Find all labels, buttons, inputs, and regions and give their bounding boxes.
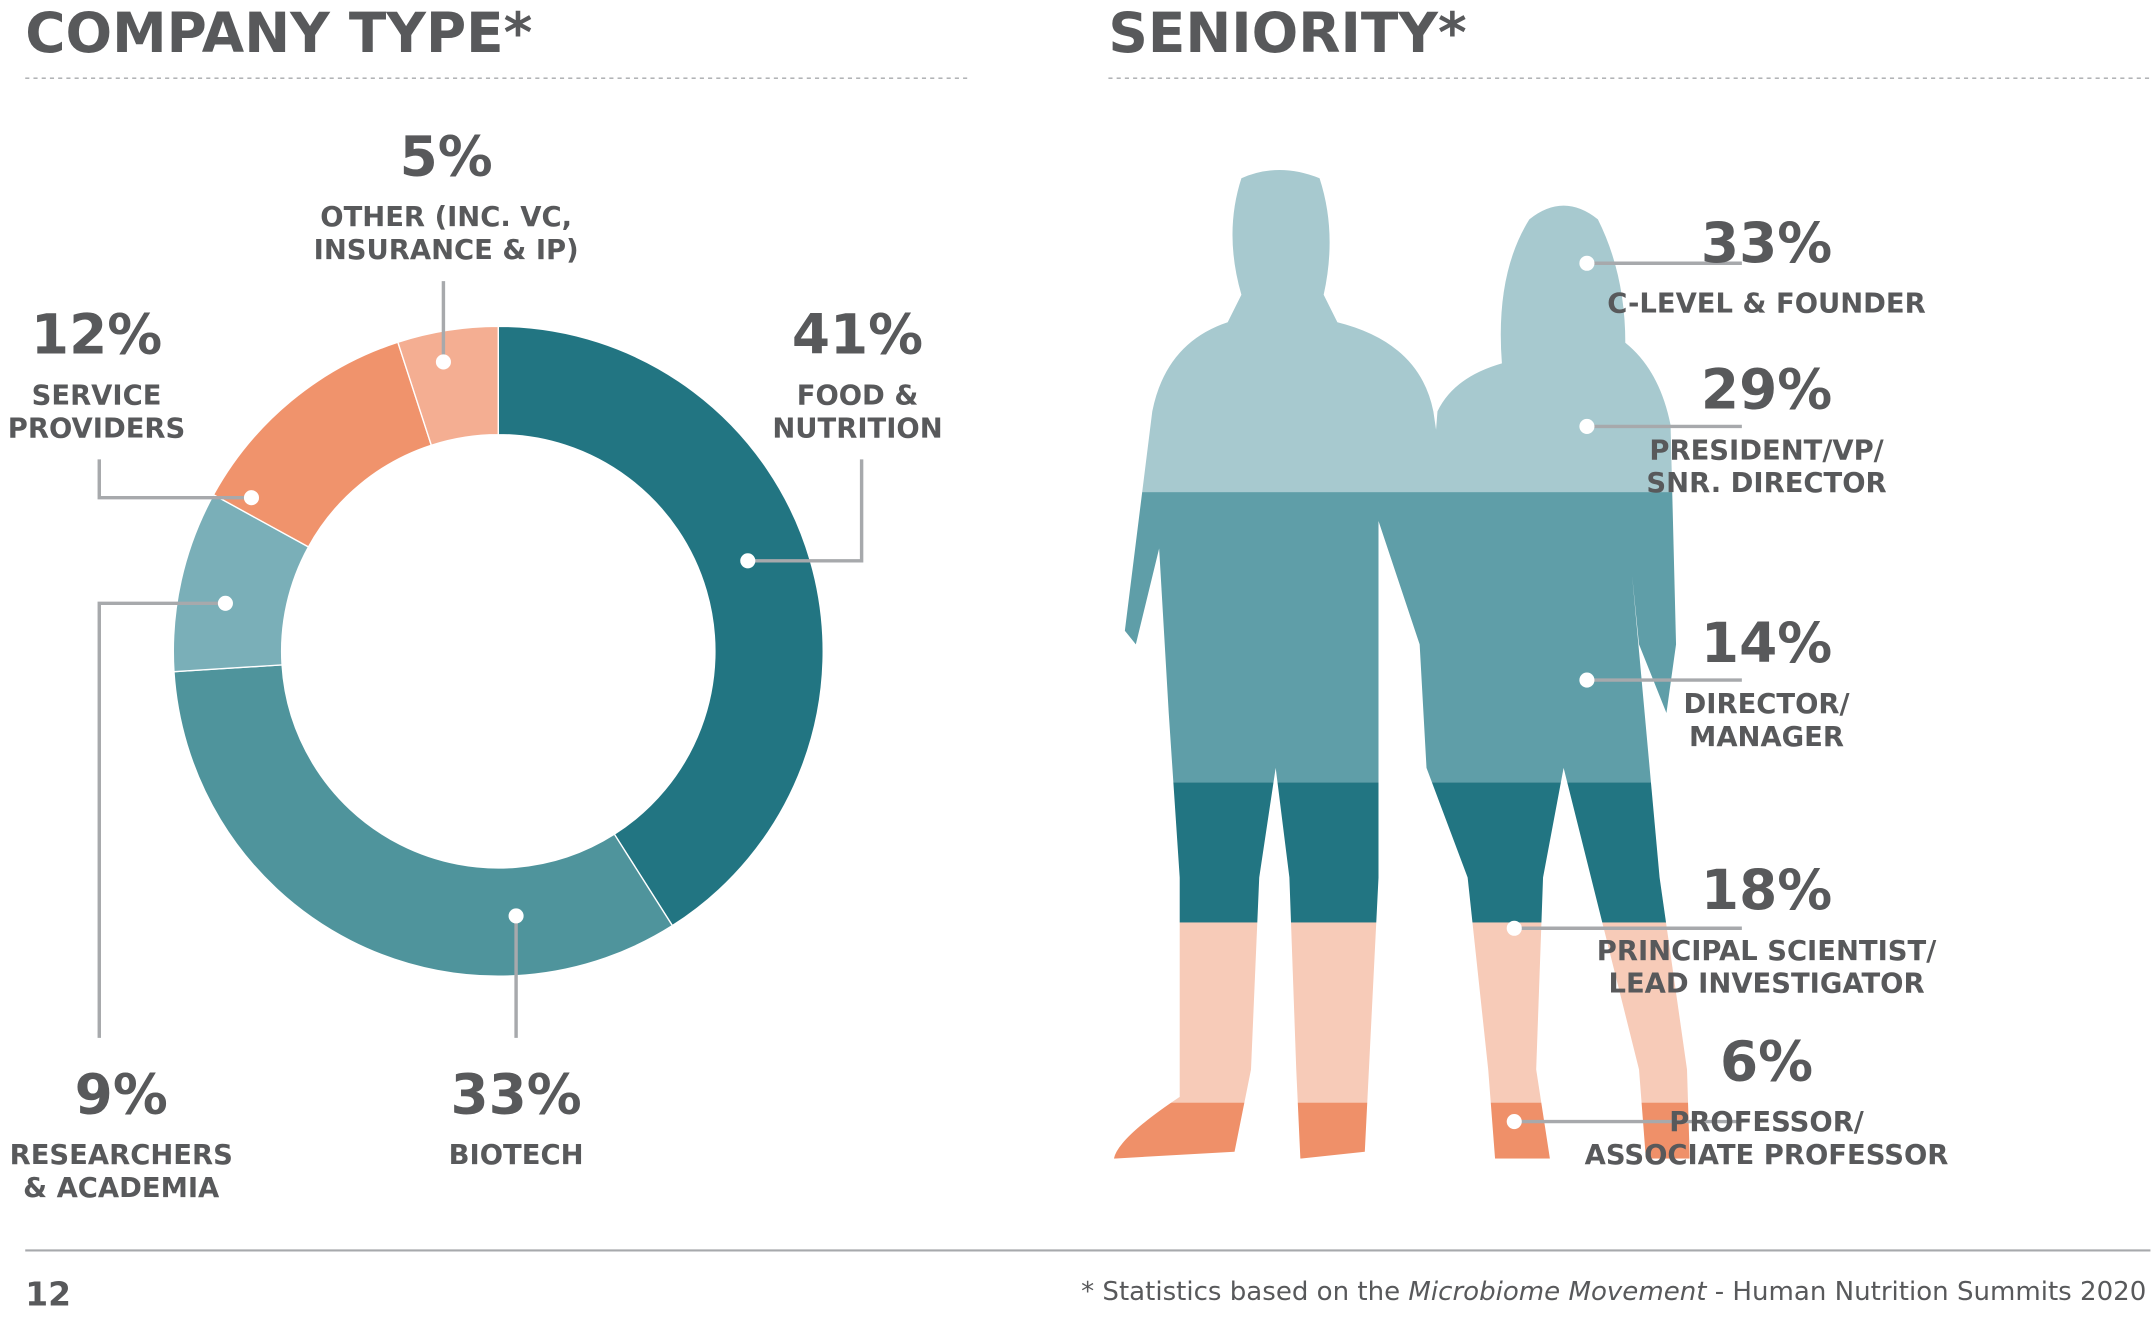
category-label: OTHER (INC. VC, bbox=[320, 202, 572, 233]
category-label: PRESIDENT/VP/ bbox=[1649, 435, 1884, 466]
category-label: PROFESSOR/ bbox=[1669, 1107, 1865, 1138]
leader-dot bbox=[1506, 920, 1522, 936]
leader-dot bbox=[243, 490, 260, 506]
category-label: NUTRITION bbox=[772, 413, 942, 444]
category-label: SERVICE bbox=[32, 380, 162, 411]
category-label: & ACADEMIA bbox=[23, 1173, 220, 1204]
chart-title: SENIORITY* bbox=[1108, 1, 1466, 65]
donut-segment bbox=[396, 325, 499, 447]
seniority-band bbox=[1113, 170, 1690, 493]
value-label: 9% bbox=[75, 1062, 168, 1126]
category-label: MANAGER bbox=[1689, 722, 1844, 753]
category-label: ASSOCIATE PROFESSOR bbox=[1585, 1140, 1949, 1171]
leader-line bbox=[97, 601, 226, 1038]
leader-dot bbox=[508, 908, 524, 924]
value-label: 29% bbox=[1701, 358, 1832, 422]
leader-line bbox=[747, 459, 864, 563]
category-label: SNR. DIRECTOR bbox=[1646, 468, 1886, 499]
leader-dot bbox=[217, 595, 233, 611]
value-label: 5% bbox=[400, 125, 493, 189]
footnote: * Statistics based on the Microbiome Mov… bbox=[1081, 1277, 2146, 1307]
page-number: 12 bbox=[25, 1274, 71, 1313]
category-label: INSURANCE & IP) bbox=[314, 235, 579, 266]
value-label: 14% bbox=[1701, 611, 1832, 675]
leader-dot bbox=[1579, 672, 1595, 688]
chart-title: COMPANY TYPE* bbox=[25, 1, 532, 65]
leader-dot bbox=[1579, 255, 1595, 271]
value-label: 6% bbox=[1720, 1029, 1813, 1093]
value-label: 41% bbox=[792, 303, 923, 367]
leader-dot bbox=[1579, 418, 1595, 434]
footnote-part: Microbiome Movement bbox=[1408, 1277, 1708, 1307]
leader-line bbox=[97, 459, 252, 500]
seniority-band bbox=[1113, 492, 1690, 783]
category-label: LEAD INVESTIGATOR bbox=[1609, 969, 1925, 1000]
category-label: C-LEVEL & FOUNDER bbox=[1607, 289, 1925, 320]
category-label: RESEARCHERS bbox=[10, 1140, 233, 1171]
donut-segment bbox=[173, 664, 674, 977]
leader-dot bbox=[435, 354, 451, 370]
leader-dot bbox=[740, 553, 756, 569]
footnote-part: * Statistics based on the bbox=[1081, 1277, 1408, 1307]
category-label: FOOD & bbox=[797, 380, 919, 411]
value-label: 12% bbox=[31, 303, 162, 367]
value-label: 33% bbox=[1701, 211, 1832, 275]
seniority-band bbox=[1113, 782, 1690, 923]
category-label: BIOTECH bbox=[449, 1140, 584, 1171]
footnote-part: - Human Nutrition Summits 2020 bbox=[1706, 1277, 2146, 1307]
category-label: PROVIDERS bbox=[8, 413, 185, 444]
category-label: PRINCIPAL SCIENTIST/ bbox=[1597, 936, 1937, 967]
leader-dot bbox=[1506, 1114, 1522, 1130]
category-label: DIRECTOR/ bbox=[1684, 689, 1851, 720]
value-label: 18% bbox=[1701, 858, 1832, 922]
donut-segment bbox=[497, 325, 824, 927]
value-label: 33% bbox=[450, 1062, 581, 1126]
